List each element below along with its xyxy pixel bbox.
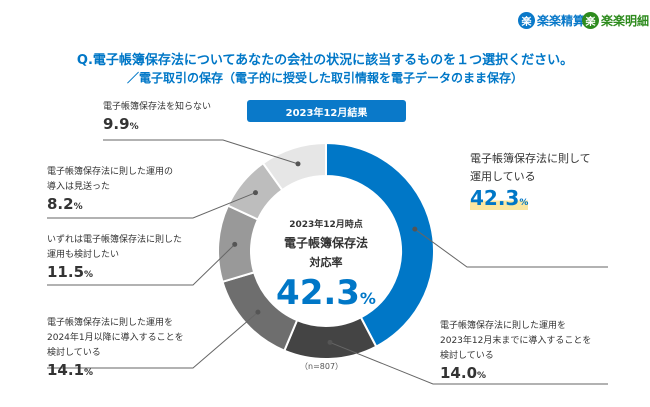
rakuraku-meisai-logo-mark: 楽	[582, 12, 599, 29]
slice-label-text: 検討している	[47, 348, 101, 358]
rakuraku-meisai-logo: 楽 楽楽明細	[582, 12, 649, 29]
slice-label-text: 導入は見送った	[47, 182, 111, 192]
slice-value-unit: %	[84, 368, 94, 378]
slice-label-text: 電子帳簿保存法を知らない	[103, 102, 212, 112]
slice-label-text: 運用も検討したい	[47, 250, 120, 260]
slice-label-text: 電子帳簿保存法に則して	[470, 152, 591, 165]
slice-value: 14.0%	[440, 364, 591, 382]
rakuraku-seisan-logo-mark: 楽	[518, 12, 535, 29]
leader-dot	[252, 190, 258, 196]
sample-size: （n=807）	[300, 362, 344, 371]
leader-line	[329, 341, 608, 385]
slice-label: 電子帳簿保存法に則した運用を 2024年1月以降に導入することを 検討している 14.…	[47, 316, 184, 379]
slice-value-unit: %	[129, 122, 139, 132]
slice-label: 電子帳簿保存法を知らない 9.9%	[103, 100, 211, 133]
leader-line	[414, 228, 608, 268]
slice-label: 電子帳簿保存法に則して 運用している 42.3%	[470, 150, 591, 210]
slice-value-number: 8.2	[47, 195, 74, 213]
leader-line	[47, 244, 236, 286]
slice-label-text: 2024年1月以降に導入することを	[47, 333, 184, 343]
donut-segment	[325, 141, 435, 348]
slice-value-number: 9.9	[103, 115, 130, 133]
slice-value-number: 14.0	[440, 364, 478, 382]
rakuraku-meisai-logo-text: 楽楽明細	[601, 14, 650, 28]
slice-value-unit: %	[519, 198, 529, 208]
leader-dot	[327, 339, 333, 345]
slice-value: 14.1%	[47, 361, 184, 379]
slice-label-text: 2023年12月末までに導入することを	[440, 336, 592, 346]
slice-value-unit: %	[84, 270, 94, 280]
result-badge: 2023年12月結果	[247, 100, 406, 122]
leader-dot	[412, 226, 418, 232]
slice-value-number: 11.5	[47, 263, 85, 281]
slice-label: 電子帳簿保存法に則した運用の 導入は見送った 8.2%	[47, 165, 173, 213]
leader-line	[103, 139, 299, 165]
slice-value: 8.2%	[47, 195, 173, 213]
center-date: 2023年12月時点	[289, 220, 363, 230]
slice-label-text: いずれは電子帳簿保存法に則した	[47, 235, 183, 245]
slice-label-text: 電子帳簿保存法に則した運用を	[47, 318, 174, 328]
question-subtitle: ／電子取引の保存（電子的に授受した取引情報を電子データのまま保存）	[126, 71, 523, 85]
slice-value-unit: %	[477, 371, 487, 381]
donut-segment	[283, 316, 378, 360]
leader-dot	[232, 241, 238, 247]
leader-line	[47, 192, 256, 219]
slice-value-number: 14.1	[47, 361, 85, 379]
leader-dot	[255, 309, 261, 315]
slice-value: 11.5%	[47, 263, 182, 281]
center-value: 42.3%	[246, 273, 406, 313]
slice-value-number: 42.3	[470, 186, 520, 210]
leader-dot	[295, 161, 301, 167]
slice-label-text: 運用している	[470, 170, 536, 183]
rakuraku-seisan-logo-text: 楽楽精算	[537, 14, 586, 28]
rakuraku-seisan-logo: 楽 楽楽精算	[518, 12, 585, 29]
leader-line	[47, 311, 259, 369]
slice-label-text: 電子帳簿保存法に則した運用を	[440, 321, 567, 331]
slice-label: いずれは電子帳簿保存法に則した 運用も検討したい 11.5%	[47, 233, 182, 281]
slice-label-text: 電子帳簿保存法に則した運用の	[47, 167, 174, 177]
question-title: Q.電子帳簿保存法についてあなたの会社の状況に該当するものを１つ選択ください。	[76, 53, 574, 68]
center-value-number: 42.3	[276, 273, 360, 313]
center-value-unit: %	[359, 289, 376, 308]
slice-label: 電子帳簿保存法に則した運用を 2023年12月末までに導入することを 検討している 1…	[440, 319, 591, 382]
donut-segment	[261, 141, 327, 192]
slice-value: 42.3%	[470, 186, 529, 210]
center-label-2: 対応率	[309, 256, 343, 269]
center-label: 電子帳簿保存法	[283, 236, 368, 250]
slice-value: 9.9%	[103, 115, 211, 133]
slice-label-text: 検討している	[440, 351, 494, 361]
slice-value-unit: %	[73, 202, 83, 212]
